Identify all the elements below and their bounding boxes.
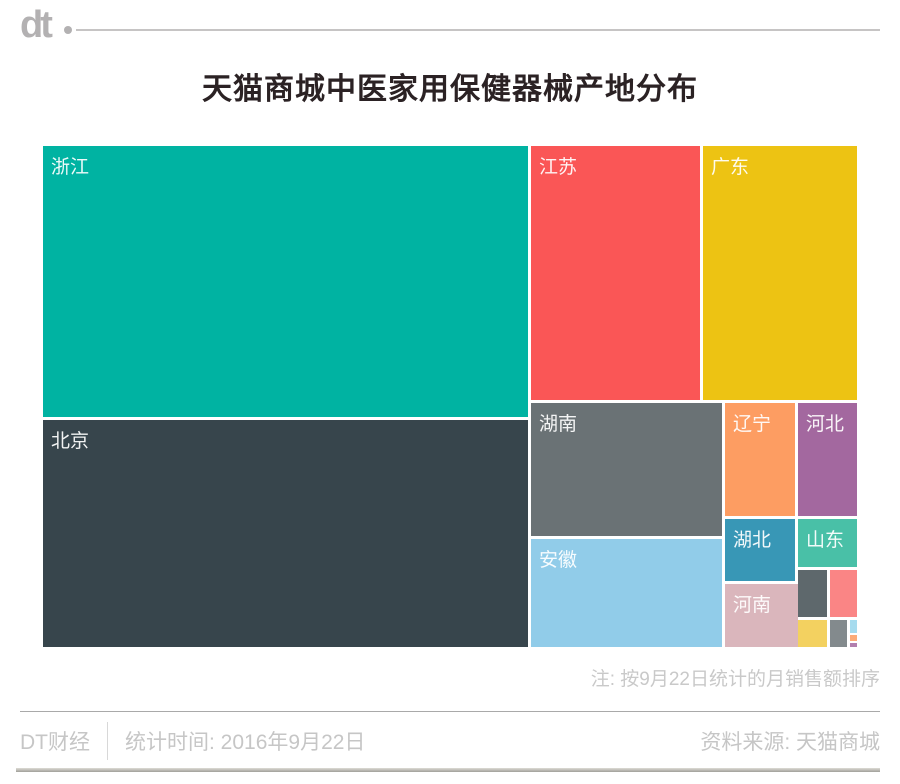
treemap-tile-other-4: [830, 620, 847, 647]
treemap-tile-liaoning: 辽宁: [725, 403, 795, 516]
tile-label: 河南: [733, 595, 772, 616]
tile-label: 江苏: [539, 157, 578, 178]
header-rule: [76, 29, 880, 31]
treemap-tile-other-1: [798, 570, 827, 617]
tile-label: 湖北: [733, 530, 772, 551]
tile-label: 安徽: [539, 550, 578, 571]
treemap-tile-jiangsu: 江苏: [531, 146, 700, 400]
treemap-tile-hunan: 湖南: [531, 403, 722, 536]
tile-label: 浙江: [51, 157, 90, 178]
dt-logo: dt: [20, 4, 53, 46]
footer-vertical-divider: [107, 722, 108, 760]
footer-brand: DT财经: [20, 731, 90, 754]
treemap-tile-anhui: 安徽: [531, 539, 722, 647]
footer-source: 资料来源: 天猫商城: [700, 731, 880, 754]
tile-label: 北京: [51, 431, 90, 452]
footer: DT财经 统计时间: 2016年9月22日 资料来源: 天猫商城: [20, 720, 880, 762]
tile-label: 湖南: [539, 414, 578, 435]
treemap-tile-other-3: [798, 620, 827, 647]
treemap-tile-henan: 河南: [725, 584, 798, 647]
footer-top-divider: [20, 711, 880, 712]
bottom-rule: [16, 768, 880, 772]
tile-label: 辽宁: [733, 414, 772, 435]
treemap-tile-guangdong: 广东: [703, 146, 857, 400]
chart-title: 天猫商城中医家用保健器械产地分布: [202, 73, 698, 106]
treemap-tile-hubei: 湖北: [725, 519, 795, 581]
treemap-tile-other-6: [850, 635, 857, 641]
tile-label: 广东: [711, 157, 750, 178]
treemap-tile-other-7: [850, 643, 857, 647]
logo-dot-icon: [64, 26, 72, 34]
tile-label: 河北: [806, 414, 845, 435]
footer-left-group: DT财经 统计时间: 2016年9月22日: [20, 722, 365, 760]
treemap-tile-zhejiang: 浙江: [43, 146, 528, 417]
treemap-tile-other-2: [830, 570, 857, 617]
tile-label: 山东: [806, 530, 845, 551]
footer-stat-time: 统计时间: 2016年9月22日: [125, 731, 366, 754]
chart-note: 注: 按9月22日统计的月销售额排序: [590, 669, 880, 690]
treemap-tile-shandong: 山东: [798, 519, 857, 567]
treemap-chart: 浙江北京 江苏 广东湖南安徽 辽宁 河北湖北 山东河南: [43, 146, 857, 647]
treemap-tile-other-5: [850, 620, 857, 633]
treemap-tile-hebei: 河北: [798, 403, 857, 516]
treemap-tile-beijing: 北京: [43, 420, 528, 647]
